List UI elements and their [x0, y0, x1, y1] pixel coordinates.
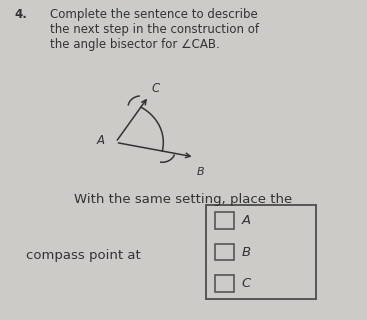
Text: the angle bisector for ∠CAB.: the angle bisector for ∠CAB.	[50, 38, 219, 52]
Text: B: B	[196, 167, 204, 177]
Text: With the same setting, place the: With the same setting, place the	[75, 194, 292, 206]
Bar	[215, 244, 234, 260]
Text: A: A	[242, 214, 251, 227]
Text: Complete the sentence to describe: Complete the sentence to describe	[50, 8, 257, 21]
Text: A: A	[97, 134, 105, 147]
Text: 4.: 4.	[15, 8, 28, 21]
Text: the next step in the construction of: the next step in the construction of	[50, 23, 258, 36]
Text: B: B	[242, 245, 251, 259]
Bar	[215, 212, 234, 229]
Text: compass point at: compass point at	[26, 250, 141, 262]
Text: C: C	[152, 82, 160, 95]
Bar	[215, 275, 234, 292]
Bar	[206, 205, 316, 299]
Text: C: C	[242, 277, 251, 290]
